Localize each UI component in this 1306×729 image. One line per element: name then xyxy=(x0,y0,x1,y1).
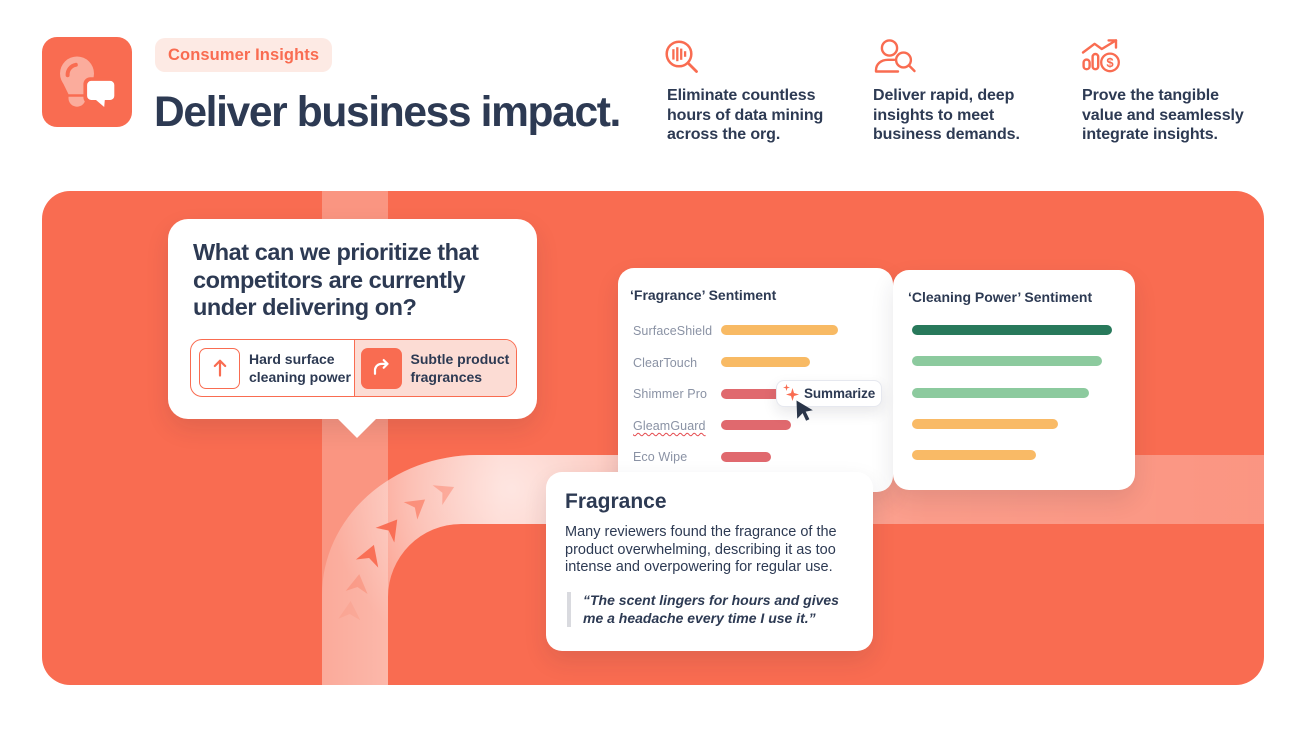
svg-text:$: $ xyxy=(1106,55,1114,70)
